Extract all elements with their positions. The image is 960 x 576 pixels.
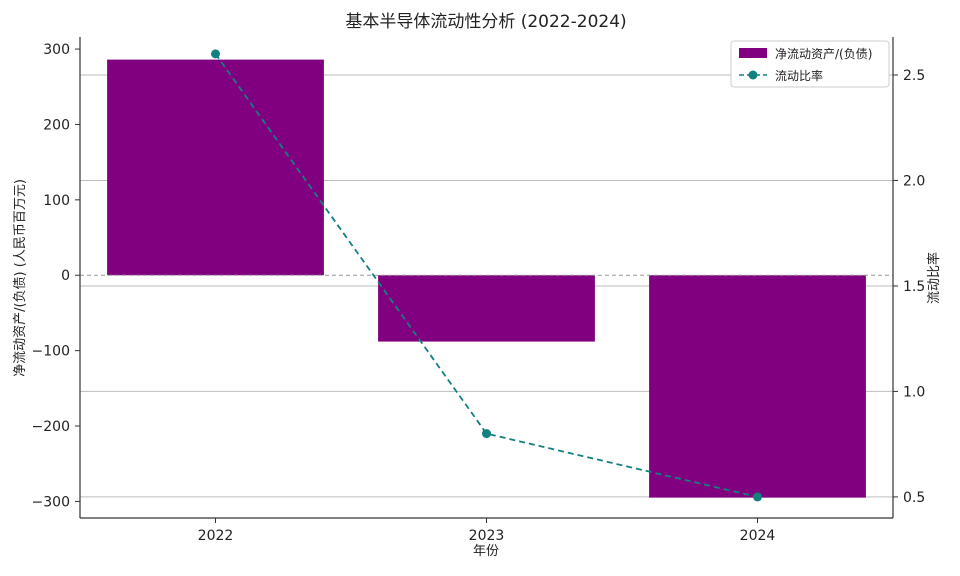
x-tick-label: 2023 <box>469 528 505 544</box>
y2-tick-label: 2.0 <box>903 173 925 189</box>
legend-label-net-current: 净流动资产/(负债) <box>775 47 872 61</box>
x-axis-title: 年份 <box>473 544 499 559</box>
bar-2024 <box>649 275 866 498</box>
legend-label-current-ratio: 流动比率 <box>775 68 823 83</box>
y-tick-label: −200 <box>32 419 70 435</box>
tick-labels: −300 −200 −100 0 100 200 300 0.5 1.0 1.5 2.0 2.5 202… <box>32 42 926 544</box>
y2-tick-label: 1.0 <box>903 384 925 400</box>
bar-2023 <box>378 275 595 342</box>
y2-tick-label: 1.5 <box>903 279 925 295</box>
y-tick-label: 0 <box>61 268 70 284</box>
y-tick-label: −100 <box>32 344 70 360</box>
bar-2022 <box>107 59 324 276</box>
y-axis-right-title: 流动比率 <box>926 252 942 304</box>
bar-series <box>107 59 866 498</box>
x-tick-label: 2022 <box>198 528 234 544</box>
legend-line-marker <box>748 70 758 80</box>
legend-bar-swatch <box>739 48 767 58</box>
legend-box <box>730 40 890 88</box>
current-ratio-point-2023 <box>482 429 491 439</box>
line-series <box>211 49 762 502</box>
legend: 净流动资产/(负债) 流动比率 <box>730 40 890 88</box>
y-axis-left-title: 净流动资产/(负债) (人民币百万元) <box>13 179 28 377</box>
y-tick-label: −300 <box>32 494 70 510</box>
y-tick-label: 300 <box>43 42 70 58</box>
x-tick-label: 2024 <box>740 528 776 544</box>
y-tick-label: 100 <box>43 193 70 209</box>
y2-tick-label: 0.5 <box>903 490 925 506</box>
current-ratio-line <box>214 53 758 498</box>
y-tick-label: 200 <box>43 117 70 133</box>
current-ratio-point-2024 <box>753 492 762 502</box>
current-ratio-point-2022 <box>211 49 220 59</box>
y2-tick-label: 2.5 <box>903 68 925 84</box>
chart-title: 基本半导体流动性分析 (2022-2024) <box>345 12 626 32</box>
